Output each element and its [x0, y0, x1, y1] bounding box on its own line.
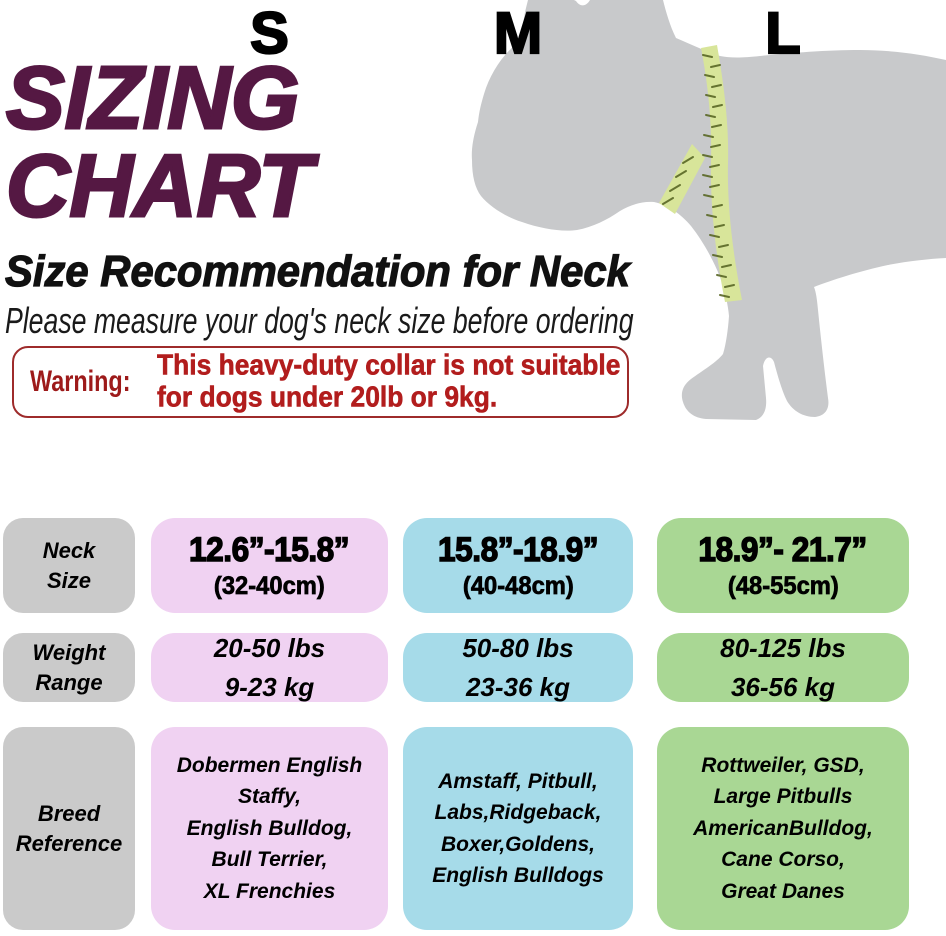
- row-label-neck-size: Neck Size: [3, 518, 135, 613]
- breed-text-m: Amstaff, Pitbull, Labs,Ridgeback, Boxer,…: [432, 769, 604, 888]
- breed-text-l: Rottweiler, GSD, Large Pitbulls American…: [693, 753, 873, 903]
- warning-label: Warning:: [30, 365, 131, 398]
- size-header-s: S: [249, 0, 290, 67]
- weight-text-m: 50-80 lbs 23-36 kg: [462, 632, 574, 702]
- row-label-breed-reference-text: Breed Reference: [15, 800, 123, 856]
- weight-cell-s: 20-50 lbs 9-23 kg: [151, 633, 388, 702]
- neck-size-cell-s: 12.6”-15.8” (32-40cm): [151, 518, 388, 613]
- weight-text-s: 20-50 lbs 9-23 kg: [213, 632, 326, 702]
- row-label-weight-range: Weight Range: [3, 633, 135, 702]
- neck-size-cm-l: (48-55cm): [727, 571, 839, 600]
- tape-tick-marks: [662, 54, 735, 298]
- page-title: SIZING CHART: [4, 48, 313, 235]
- neck-size-inches-l: 18.9”- 21.7”: [698, 530, 868, 569]
- measure-note: Please measure your dog's neck size befo…: [5, 300, 634, 341]
- weight-cell-m: 50-80 lbs 23-36 kg: [403, 633, 633, 702]
- dog-silhouette-with-measuring-tape-icon: [471, 0, 946, 420]
- neck-size-cm-s: (32-40cm): [214, 571, 326, 600]
- neck-size-cell-m: 15.8”-18.9” (40-48cm): [403, 518, 633, 613]
- neck-size-cell-l: 18.9”- 21.7” (48-55cm): [657, 518, 909, 613]
- warning-box: Warning: This heavy-duty collar is not s…: [12, 346, 629, 418]
- breed-text-s: Dobermen English Staffy, English Bulldog…: [176, 753, 363, 903]
- weight-cell-l: 80-125 lbs 36-56 kg: [657, 633, 909, 702]
- size-header-l: L: [764, 0, 802, 67]
- dog-silhouette: [471, 0, 946, 420]
- neck-size-inches-m: 15.8”-18.9”: [437, 530, 599, 569]
- warning-message: This heavy-duty collar is not suitable f…: [157, 349, 621, 414]
- row-label-breed-reference: Breed Reference: [3, 727, 135, 930]
- row-label-weight-range-text: Weight Range: [32, 639, 106, 695]
- size-header-m: M: [493, 0, 544, 67]
- breed-cell-m: Amstaff, Pitbull, Labs,Ridgeback, Boxer,…: [403, 727, 633, 930]
- page-subtitle: Size Recommendation for Neck: [4, 246, 630, 296]
- neck-size-cm-m: (40-48cm): [462, 571, 574, 600]
- measuring-tape-branch: [659, 144, 705, 214]
- weight-text-l: 80-125 lbs 36-56 kg: [720, 632, 846, 702]
- neck-size-inches-s: 12.6”-15.8”: [189, 530, 351, 569]
- row-label-neck-size-text: Neck Size: [42, 537, 96, 593]
- breed-cell-l: Rottweiler, GSD, Large Pitbulls American…: [657, 727, 909, 930]
- breed-cell-s: Dobermen English Staffy, English Bulldog…: [151, 727, 388, 930]
- measuring-tape: [701, 45, 742, 302]
